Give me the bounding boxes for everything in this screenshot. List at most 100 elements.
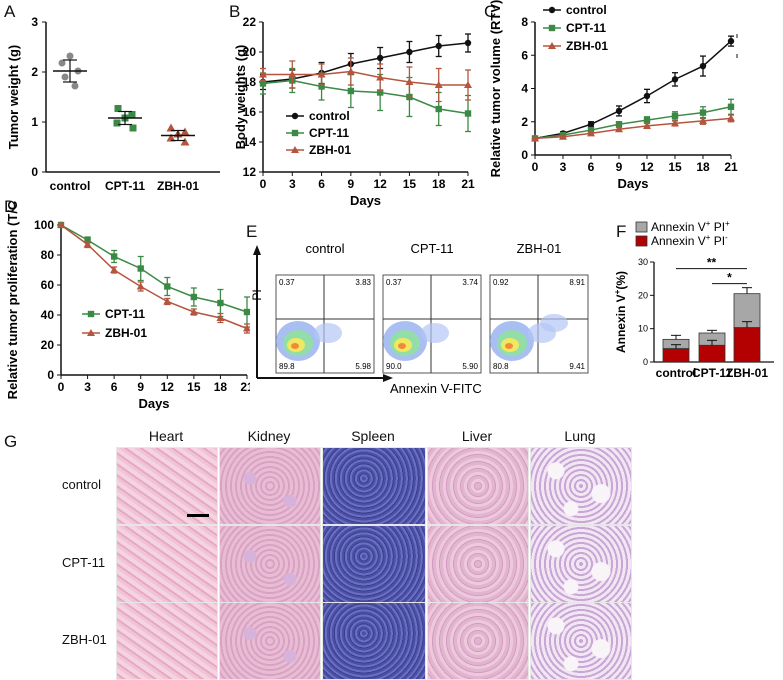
data-point <box>699 116 707 124</box>
series-line-CPT-11 <box>534 106 732 140</box>
y-tick-label: 20 <box>638 290 648 300</box>
chart-e-flow-cytometry: PI Annexin V-FITC control 0.37 3.83 89.8 5.98 C… <box>250 241 589 396</box>
density-peak <box>398 343 406 349</box>
histology-image-liver-control <box>427 447 529 525</box>
x-axis-label: Days <box>138 396 169 411</box>
quadrant-ll-value: 89.8 <box>279 362 295 371</box>
legend-label: ZBH-01 <box>309 143 351 157</box>
legend-marker <box>291 112 299 120</box>
x-tick-label: 0 <box>58 380 65 394</box>
histology-image-spleen-zbh-01 <box>322 602 426 680</box>
y-tick-label: 0 <box>31 165 38 179</box>
data-point <box>57 221 65 228</box>
histology-image-lung-zbh-01 <box>530 602 632 680</box>
panel-letter-c: C <box>484 2 497 21</box>
series-line-control <box>534 40 732 140</box>
y-axis-label: Annexin V+(%) <box>614 271 628 353</box>
series-line-CPT-11 <box>262 79 469 115</box>
flow-title: ZBH-01 <box>517 241 562 256</box>
y-tick-label: 0 <box>521 148 528 162</box>
x-tick-label: 12 <box>640 160 654 174</box>
data-point <box>464 110 472 117</box>
quadrant-ul-value: 0.92 <box>493 278 509 287</box>
y-tick-label: 30 <box>638 257 648 267</box>
chart-d-relative-tumor-proliferation: 0 20 40 60 80 100 0 3 6 9 12 15 18 21 Days Relative tum… <box>5 200 250 411</box>
histology-column-kidney: Kidney <box>247 428 291 444</box>
legend-marker <box>291 129 299 137</box>
quadrant-lr-value: 5.98 <box>355 362 371 371</box>
legend-label: ZBH-01 <box>105 326 147 340</box>
data-point <box>84 236 91 244</box>
x-axis-label: Days <box>350 193 381 208</box>
series-line-ZBH-01 <box>534 117 732 140</box>
y-tick-label: 22 <box>243 15 257 29</box>
data-point <box>643 121 651 129</box>
legend-marker <box>87 310 95 318</box>
x-axis-label: Annexin V-FITC <box>390 381 482 396</box>
panel-letter-f: F <box>616 222 627 241</box>
x-axis-label: Days <box>617 176 648 191</box>
x-tick-label: 18 <box>696 160 710 174</box>
data-point <box>587 129 595 137</box>
data-point <box>671 112 679 120</box>
data-point <box>376 73 385 81</box>
data-point <box>166 123 176 132</box>
data-point <box>643 92 651 100</box>
x-tick-label: 3 <box>560 160 567 174</box>
data-point <box>164 283 171 290</box>
data-point <box>699 109 707 116</box>
panel-letter-b: B <box>229 2 241 21</box>
data-point <box>643 116 651 124</box>
data-point <box>110 266 119 273</box>
density-peak <box>291 343 299 349</box>
bar-pi-neg <box>662 348 690 363</box>
panel-letter-d: D <box>4 197 17 216</box>
y-tick-label: 40 <box>41 308 55 322</box>
x-tick-label: 15 <box>403 177 417 191</box>
y-tick-label: 4 <box>521 82 528 96</box>
data-point <box>243 308 250 316</box>
data-point <box>727 114 735 122</box>
panel-letter-e: E <box>246 222 258 241</box>
histology-row-label: ZBH-01 <box>62 632 107 647</box>
legend-label: CPT-11 <box>309 126 349 140</box>
quadrant-lr-value: 5.90 <box>462 362 478 371</box>
legend-label: control <box>566 3 607 17</box>
histology-image-spleen-control <box>322 447 426 525</box>
x-tick-label: 12 <box>161 380 175 394</box>
data-point <box>58 59 66 67</box>
data-point <box>346 67 355 75</box>
x-tick-label: 0 <box>260 177 267 191</box>
y-tick-label: 10 <box>638 324 648 334</box>
x-tick-label: 21 <box>461 177 475 191</box>
y-tick-label: 12 <box>243 165 257 179</box>
data-point <box>114 105 122 112</box>
density-tail <box>314 323 342 343</box>
x-tick-label: 9 <box>137 380 144 394</box>
data-point <box>110 253 118 260</box>
data-point <box>180 137 190 146</box>
legend-marker <box>548 6 556 14</box>
data-point <box>317 70 326 78</box>
data-point <box>137 265 144 272</box>
x-tick-label: 9 <box>348 177 355 191</box>
data-point <box>406 48 413 56</box>
y-axis-label: Relative tumor proliferation (T/C <box>5 200 20 399</box>
histology-image-heart-zbh-01 <box>116 602 218 680</box>
x-tick-label: 21 <box>240 380 250 394</box>
x-tick-label: control <box>656 366 697 380</box>
y-tick-label: 8 <box>521 15 528 29</box>
histology-row-label: control <box>62 477 102 492</box>
data-point <box>671 76 679 83</box>
data-point <box>587 121 595 128</box>
data-point <box>559 132 567 140</box>
chart-b-body-weights: 12 14 16 18 20 22 0 3 6 9 12 15 18 21 Days Body weights… <box>233 15 475 208</box>
histology-column-lung: Lung <box>564 428 596 444</box>
legend-marker <box>548 42 556 49</box>
y-tick-label: 0 <box>47 368 54 382</box>
data-point <box>727 37 735 45</box>
data-point <box>671 119 679 127</box>
x-tick-label: 15 <box>187 380 201 394</box>
quadrant-ur-value: 3.83 <box>355 278 371 287</box>
histology-image-lung-cpt-11 <box>530 525 632 603</box>
